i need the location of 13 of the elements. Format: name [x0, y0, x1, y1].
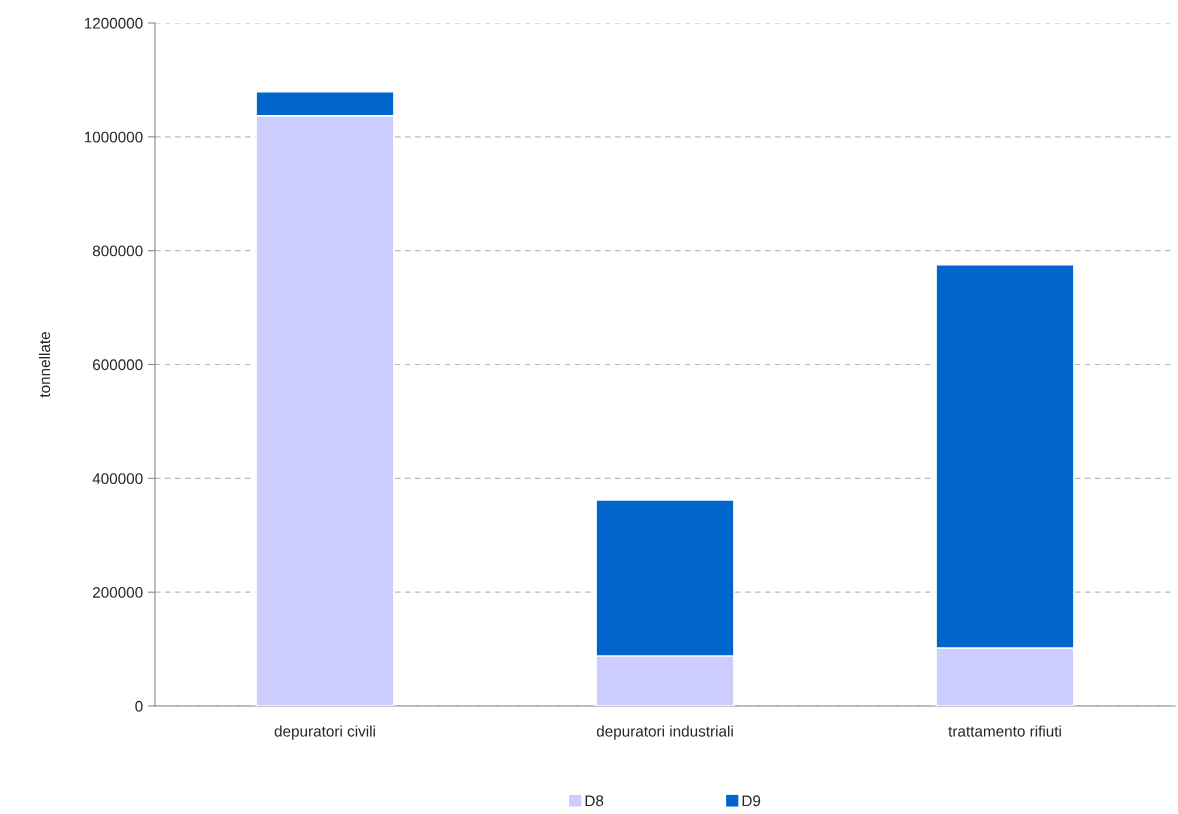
legend-label: D9: [742, 795, 761, 807]
y-tick-label: 1000000: [84, 131, 143, 143]
y-axis-title: tonnellate: [38, 332, 51, 398]
y-tick-label: 0: [135, 700, 143, 712]
y-tick-label: 400000: [92, 473, 143, 485]
y-tick-label: 1200000: [84, 17, 143, 29]
x-tick-label: depuratori industriali: [596, 725, 733, 740]
y-tick-label: 800000: [92, 245, 143, 257]
y-tick-label: 200000: [92, 587, 143, 598]
y-tick-label: 600000: [93, 359, 143, 371]
x-tick-label: trattamento rifiuti: [948, 725, 1061, 737]
x-tick-label: depuratori civili: [274, 725, 375, 740]
legend-label: D8: [585, 795, 604, 807]
